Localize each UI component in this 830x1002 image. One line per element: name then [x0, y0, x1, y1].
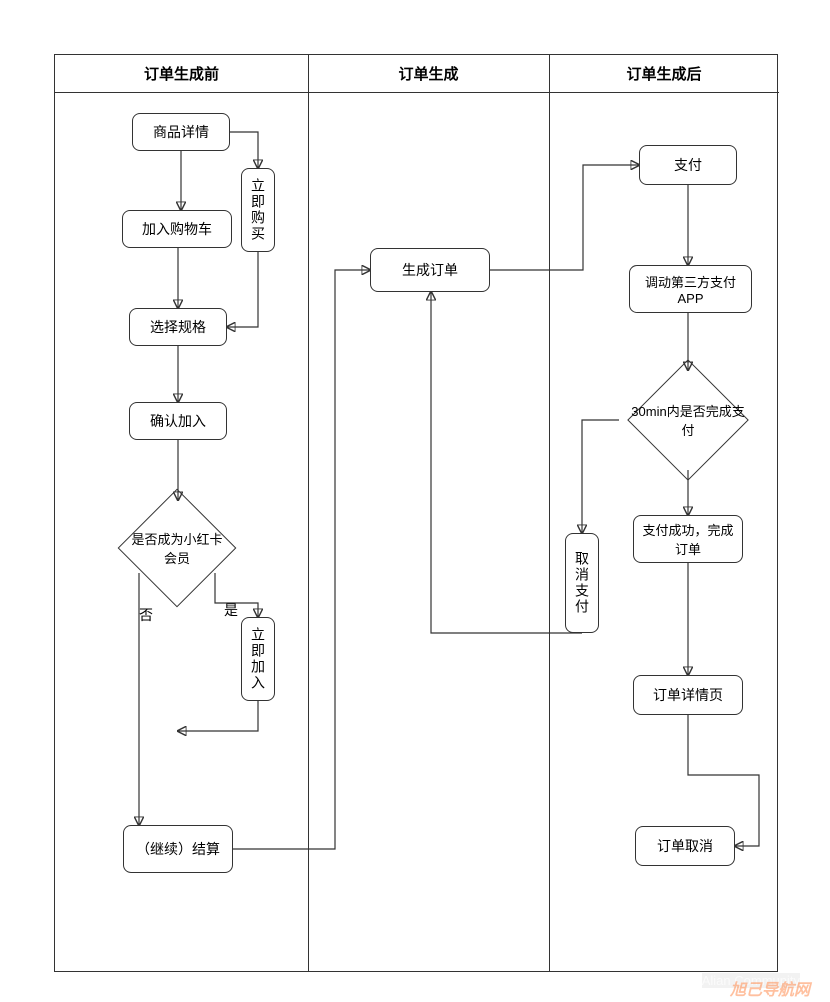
node-checkout: （继续）结算 — [123, 825, 233, 873]
label-no: 否 — [139, 605, 153, 625]
node-order-cancel: 订单取消 — [635, 826, 735, 866]
lane-divider-1 — [308, 55, 309, 971]
node-3rd-party: 调动第三方支付APP — [629, 265, 752, 313]
node-add-cart: 加入购物车 — [122, 210, 232, 248]
node-member-decision: 是否成为小红卡会员 — [113, 500, 241, 596]
node-generate-order: 生成订单 — [370, 248, 490, 292]
node-30min-decision-label: 30min内是否完成支付 — [619, 370, 757, 470]
node-cancel-pay: 取消支付 — [565, 533, 599, 633]
node-buy-now: 立即购买 — [241, 168, 275, 252]
node-30min-decision: 30min内是否完成支付 — [619, 370, 757, 470]
label-yes: 是 — [224, 600, 238, 620]
lane-divider-2 — [549, 55, 550, 971]
node-pay: 支付 — [639, 145, 737, 185]
watermark-text2: 旭己导航网 — [730, 976, 810, 1000]
lane-header-after: 订单生成后 — [549, 55, 779, 93]
node-pay-success: 支付成功，完成订单 — [633, 515, 743, 563]
node-confirm-add: 确认加入 — [129, 402, 227, 440]
lane-header-gen: 订单生成 — [308, 55, 549, 93]
flowchart-container: 订单生成前 订单生成 订单生成后 商品详情 立即购买 加入购物车 选择规格 确认… — [54, 54, 778, 972]
node-join-now: 立即加入 — [241, 617, 275, 701]
node-order-detail: 订单详情页 — [633, 675, 743, 715]
node-select-spec: 选择规格 — [129, 308, 227, 346]
lane-header-before: 订单生成前 — [55, 55, 308, 93]
node-product-detail: 商品详情 — [132, 113, 230, 151]
node-member-decision-label: 是否成为小红卡会员 — [113, 500, 241, 596]
